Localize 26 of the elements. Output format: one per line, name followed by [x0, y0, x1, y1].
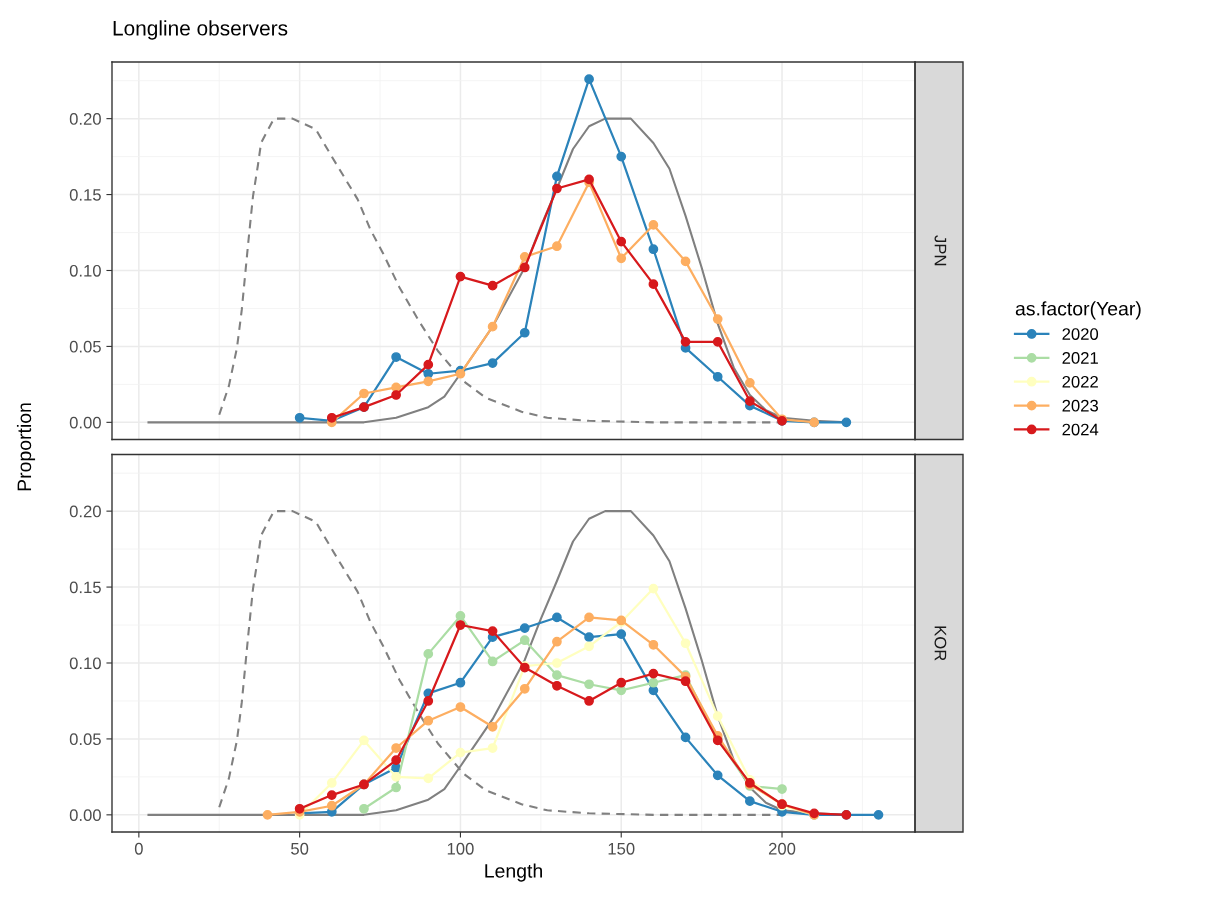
legend-label: 2023	[1062, 399, 1099, 412]
x-tick-label: 150	[608, 842, 635, 855]
legend-title: as.factor(Year)	[1015, 301, 1141, 320]
legend-label: 2022	[1062, 375, 1098, 388]
y-tick-label: 0.10	[69, 657, 101, 670]
text: JPN	[934, 235, 947, 266]
legend-label: 2021	[1062, 352, 1098, 364]
x-tick-label: 0	[134, 842, 143, 855]
y-tick-label: 0.05	[69, 733, 101, 746]
x-tick-label: 50	[291, 842, 309, 855]
y-tick-label: 0.15	[69, 581, 101, 594]
y-tick-label: 0.05	[69, 340, 101, 353]
chart-title: Longline observers	[113, 20, 288, 40]
legend-label: 2024	[1062, 423, 1099, 436]
y-tick-label: 0.20	[69, 113, 101, 125]
text: KOR	[934, 626, 947, 661]
x-axis-title: Length	[485, 863, 542, 882]
y-axis-title: Proportion	[16, 403, 36, 491]
y-tick-label: 0.10	[69, 264, 101, 277]
y-tick-label: 0.15	[69, 188, 101, 201]
x-tick-label: 200	[768, 842, 796, 855]
y-tick-label: 0.20	[69, 505, 101, 518]
y-tick-label: 0.00	[69, 416, 101, 429]
legend-label: 2020	[1062, 328, 1099, 340]
x-tick-label: 100	[447, 842, 474, 855]
y-tick-label: 0.00	[69, 809, 101, 822]
